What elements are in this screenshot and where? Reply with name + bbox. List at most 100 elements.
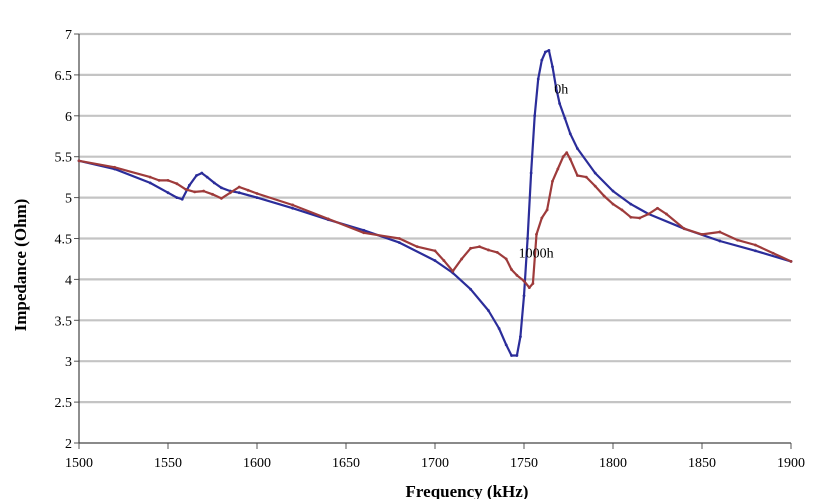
data-point-0h bbox=[558, 102, 561, 105]
x-tick-label: 1700 bbox=[421, 456, 449, 471]
data-point-1000h bbox=[326, 217, 330, 221]
x-tick-label: 1600 bbox=[243, 456, 271, 471]
data-point-1000h bbox=[576, 174, 579, 177]
data-point-0h bbox=[195, 174, 198, 177]
data-point-0h bbox=[629, 202, 633, 206]
data-point-1000h bbox=[487, 248, 490, 252]
data-point-0h bbox=[487, 309, 490, 312]
data-point-0h bbox=[362, 228, 366, 232]
data-point-1000h bbox=[593, 184, 597, 188]
data-point-1000h bbox=[157, 179, 161, 182]
data-point-1000h bbox=[478, 245, 481, 249]
data-point-1000h bbox=[789, 260, 793, 263]
data-point-1000h bbox=[220, 197, 223, 200]
series-line-1000h bbox=[77, 151, 793, 289]
x-tick-labels: 1500 1550 1600 1650 1700 1750 1800 1850 1900 bbox=[65, 456, 805, 471]
y-tick-label: 6.5 bbox=[55, 69, 73, 84]
y-axis-title: Impedance (Ohm) bbox=[11, 199, 30, 332]
x-tick-label: 1650 bbox=[332, 456, 360, 471]
data-point-1000h bbox=[362, 231, 366, 235]
data-point-1000h bbox=[515, 273, 519, 277]
x-tick-label: 1500 bbox=[65, 456, 93, 471]
data-point-1000h bbox=[77, 159, 81, 163]
data-point-0h bbox=[291, 206, 294, 210]
data-point-1000h bbox=[531, 282, 535, 285]
data-point-0h bbox=[519, 335, 522, 339]
data-point-0h bbox=[563, 116, 567, 120]
data-point-0h bbox=[547, 48, 551, 52]
data-point-1000h bbox=[291, 203, 294, 207]
x-tick-label: 1750 bbox=[510, 456, 538, 471]
data-point-1000h bbox=[460, 257, 464, 261]
data-point-0h bbox=[433, 259, 437, 262]
data-point-1000h bbox=[556, 167, 560, 171]
data-point-1000h bbox=[620, 208, 624, 212]
data-point-0h bbox=[497, 327, 501, 330]
data-point-1000h bbox=[211, 192, 214, 196]
x-tick-label: 1550 bbox=[154, 456, 182, 471]
data-point-0h bbox=[533, 114, 537, 118]
data-point-1000h bbox=[700, 233, 704, 236]
data-point-0h bbox=[175, 196, 179, 200]
data-point-1000h bbox=[647, 212, 650, 216]
series-group bbox=[77, 48, 793, 357]
data-point-1000h bbox=[527, 286, 531, 289]
series-line-0h bbox=[77, 49, 793, 357]
data-point-0h bbox=[551, 65, 554, 69]
data-point-0h bbox=[536, 77, 540, 81]
x-tick-label: 1900 bbox=[777, 456, 805, 471]
data-point-1000h bbox=[584, 175, 588, 179]
y-tick-labels: 2 2.5 3 3.5 4 4.5 5 5.5 6 6.5 7 bbox=[55, 28, 73, 452]
data-point-1000h bbox=[736, 238, 739, 242]
data-point-1000h bbox=[540, 216, 544, 220]
data-point-0h bbox=[515, 354, 519, 357]
x-tick-label: 1850 bbox=[688, 456, 716, 471]
data-point-1000h bbox=[442, 259, 446, 262]
data-point-0h bbox=[148, 181, 152, 185]
series-annotation: 0h bbox=[554, 83, 568, 98]
data-point-0h bbox=[504, 343, 508, 347]
data-point-0h bbox=[510, 354, 513, 357]
grid-lines bbox=[79, 32, 791, 404]
series-annotation: 1000h bbox=[519, 246, 554, 261]
y-tick-label: 3 bbox=[65, 355, 72, 370]
y-tick-label: 5.5 bbox=[55, 151, 73, 166]
data-point-1000h bbox=[398, 237, 401, 240]
data-point-1000h bbox=[184, 188, 188, 191]
data-point-0h bbox=[200, 171, 204, 175]
data-point-0h bbox=[526, 237, 529, 240]
data-point-1000h bbox=[175, 182, 179, 186]
y-tick-label: 4 bbox=[65, 273, 72, 288]
data-point-1000h bbox=[535, 233, 538, 236]
data-point-1000h bbox=[568, 157, 572, 161]
data-point-1000h bbox=[522, 279, 526, 283]
data-point-1000h bbox=[228, 191, 232, 195]
data-point-1000h bbox=[113, 165, 116, 169]
data-point-1000h bbox=[602, 194, 606, 198]
data-point-1000h bbox=[545, 208, 549, 212]
data-point-1000h bbox=[166, 179, 170, 182]
data-point-1000h bbox=[193, 190, 197, 194]
data-point-0h bbox=[220, 186, 223, 190]
data-point-0h bbox=[255, 196, 259, 200]
x-tick-label: 1800 bbox=[599, 456, 627, 471]
y-tick-label: 7 bbox=[65, 28, 72, 43]
data-point-1000h bbox=[504, 257, 508, 261]
data-point-0h bbox=[398, 241, 401, 244]
y-tick-label: 5 bbox=[65, 192, 72, 207]
y-tick-label: 2.5 bbox=[55, 396, 73, 411]
data-point-0h bbox=[166, 191, 170, 195]
data-point-1000h bbox=[771, 251, 775, 255]
axes bbox=[74, 33, 792, 449]
data-point-1000h bbox=[237, 185, 241, 189]
data-point-0h bbox=[611, 189, 615, 193]
data-point-1000h bbox=[451, 269, 455, 273]
data-point-0h bbox=[187, 183, 191, 187]
data-point-0h bbox=[180, 197, 184, 201]
data-point-0h bbox=[540, 58, 544, 62]
data-point-0h bbox=[529, 171, 533, 175]
data-point-1000h bbox=[754, 243, 757, 247]
data-point-1000h bbox=[433, 249, 437, 253]
data-point-1000h bbox=[565, 151, 569, 155]
data-point-1000h bbox=[656, 206, 659, 210]
